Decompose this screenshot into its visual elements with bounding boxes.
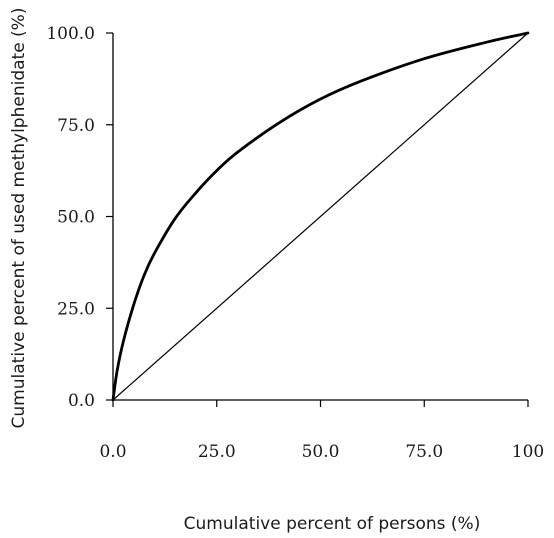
concentration-curve-line <box>111 31 530 402</box>
y-axis-title: Cumulative percent of used methylphenida… <box>9 8 29 429</box>
y-tick-labels: 0.0 25.0 50.0 75.0 100.0 <box>46 24 95 411</box>
y-tick-label: 100.0 <box>46 24 95 44</box>
y-tick-label: 50.0 <box>57 208 95 228</box>
y-tick-label: 25.0 <box>57 299 95 319</box>
x-tick-label: 25.0 <box>198 442 236 462</box>
x-tick-label: 50.0 <box>302 442 340 462</box>
x-tick-label: 0.0 <box>99 442 126 462</box>
x-tick-labels: 0.0 25.0 50.0 75.0 100 <box>99 442 544 462</box>
x-axis-title: Cumulative percent of persons (%) <box>184 514 481 534</box>
y-tick-label: 75.0 <box>57 116 95 136</box>
x-tick-label: 100 <box>512 442 544 462</box>
x-tick-label: 75.0 <box>405 442 443 462</box>
plot-area <box>111 31 530 402</box>
equality-diagonal-line <box>112 32 529 401</box>
axes <box>106 32 529 407</box>
y-tick-label: 0.0 <box>68 391 95 411</box>
